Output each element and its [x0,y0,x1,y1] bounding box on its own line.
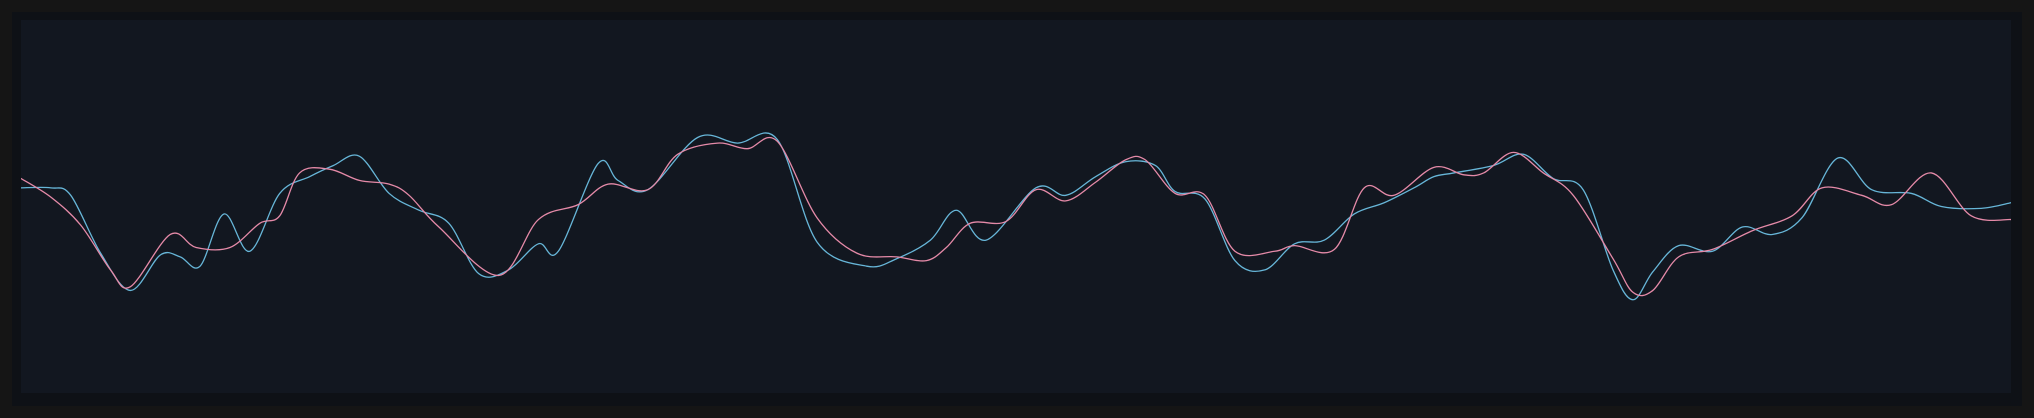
line-chart [21,132,2011,301]
series-line-2 [21,136,2011,297]
chart-frame [12,12,2022,406]
series-layer [21,132,2011,301]
series-line-1 [21,132,2011,301]
plot-area [21,20,2011,393]
